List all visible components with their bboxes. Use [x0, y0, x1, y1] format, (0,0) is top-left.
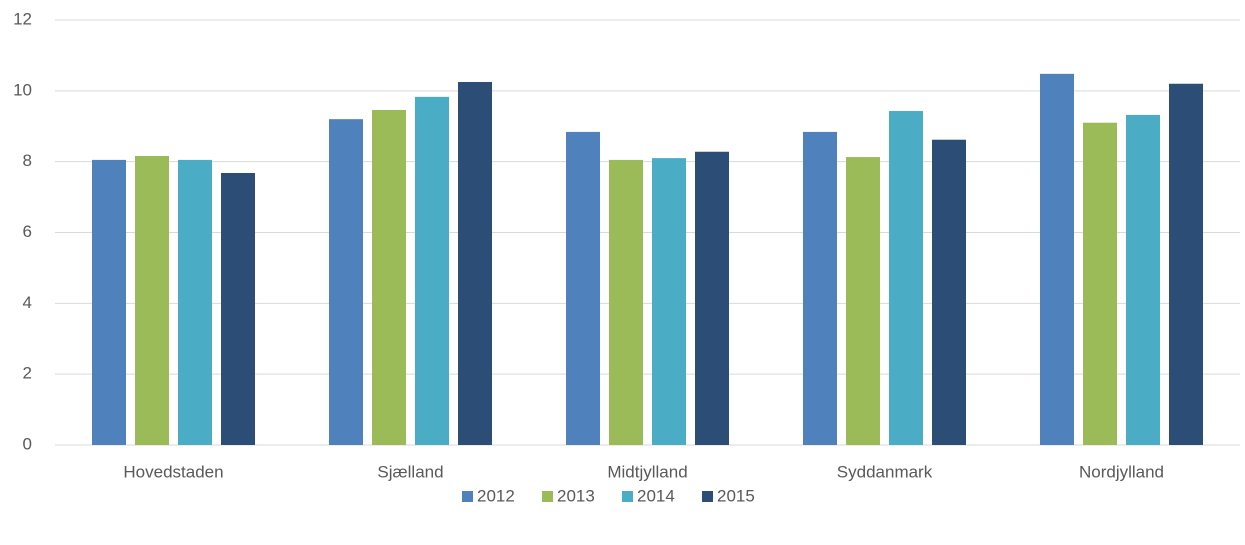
legend-label: 2015: [717, 486, 755, 505]
bar: [1040, 73, 1074, 445]
bar: [458, 81, 492, 446]
y-tick-label: 0: [23, 434, 32, 453]
bar: [889, 111, 923, 445]
y-tick-label: 4: [23, 293, 32, 312]
bar: [566, 131, 600, 445]
legend-label: 2014: [637, 486, 675, 505]
x-tick-label: Midtjylland: [607, 462, 687, 481]
x-tick-label: Sjælland: [377, 462, 443, 481]
bar: [1169, 83, 1203, 445]
legend-label: 2013: [557, 486, 595, 505]
legend-swatch: [622, 491, 633, 502]
bar: [135, 156, 169, 445]
y-tick-label: 6: [23, 222, 32, 241]
y-tick-label: 8: [23, 151, 32, 170]
x-tick-label: Nordjylland: [1079, 462, 1164, 481]
bar: [609, 159, 643, 446]
bar: [695, 151, 729, 445]
x-tick-label: Hovedstaden: [123, 462, 223, 481]
bar: [803, 131, 837, 445]
legend-swatch: [462, 491, 473, 502]
y-tick-label: 10: [13, 80, 32, 99]
legend-label: 2012: [477, 486, 515, 505]
x-tick-label: Syddanmark: [837, 462, 933, 481]
bar: [415, 96, 449, 446]
bar: [92, 159, 126, 446]
bar: [372, 109, 406, 445]
legend-swatch: [542, 491, 553, 502]
bar: [178, 159, 212, 446]
y-tick-label: 2: [23, 364, 32, 383]
bar: [652, 158, 686, 445]
bar: [1126, 114, 1160, 446]
legend-swatch: [702, 491, 713, 502]
bar: [221, 173, 255, 445]
bar: [329, 119, 363, 446]
bar: [846, 157, 880, 445]
bar: [932, 139, 966, 446]
bar: [1083, 122, 1117, 445]
y-tick-label: 12: [13, 9, 32, 28]
